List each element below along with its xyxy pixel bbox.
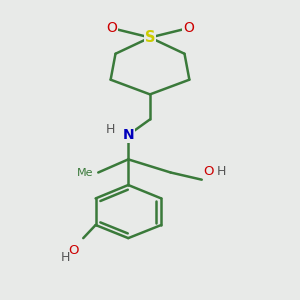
Text: Me: Me (77, 167, 94, 178)
Text: H: H (217, 165, 226, 178)
Text: S: S (145, 30, 155, 45)
Text: H: H (61, 250, 70, 264)
Text: O: O (183, 21, 194, 35)
Text: H: H (106, 123, 115, 136)
Text: O: O (204, 165, 214, 178)
Text: N: N (122, 128, 134, 142)
Text: O: O (68, 244, 79, 257)
Text: O: O (106, 21, 117, 35)
